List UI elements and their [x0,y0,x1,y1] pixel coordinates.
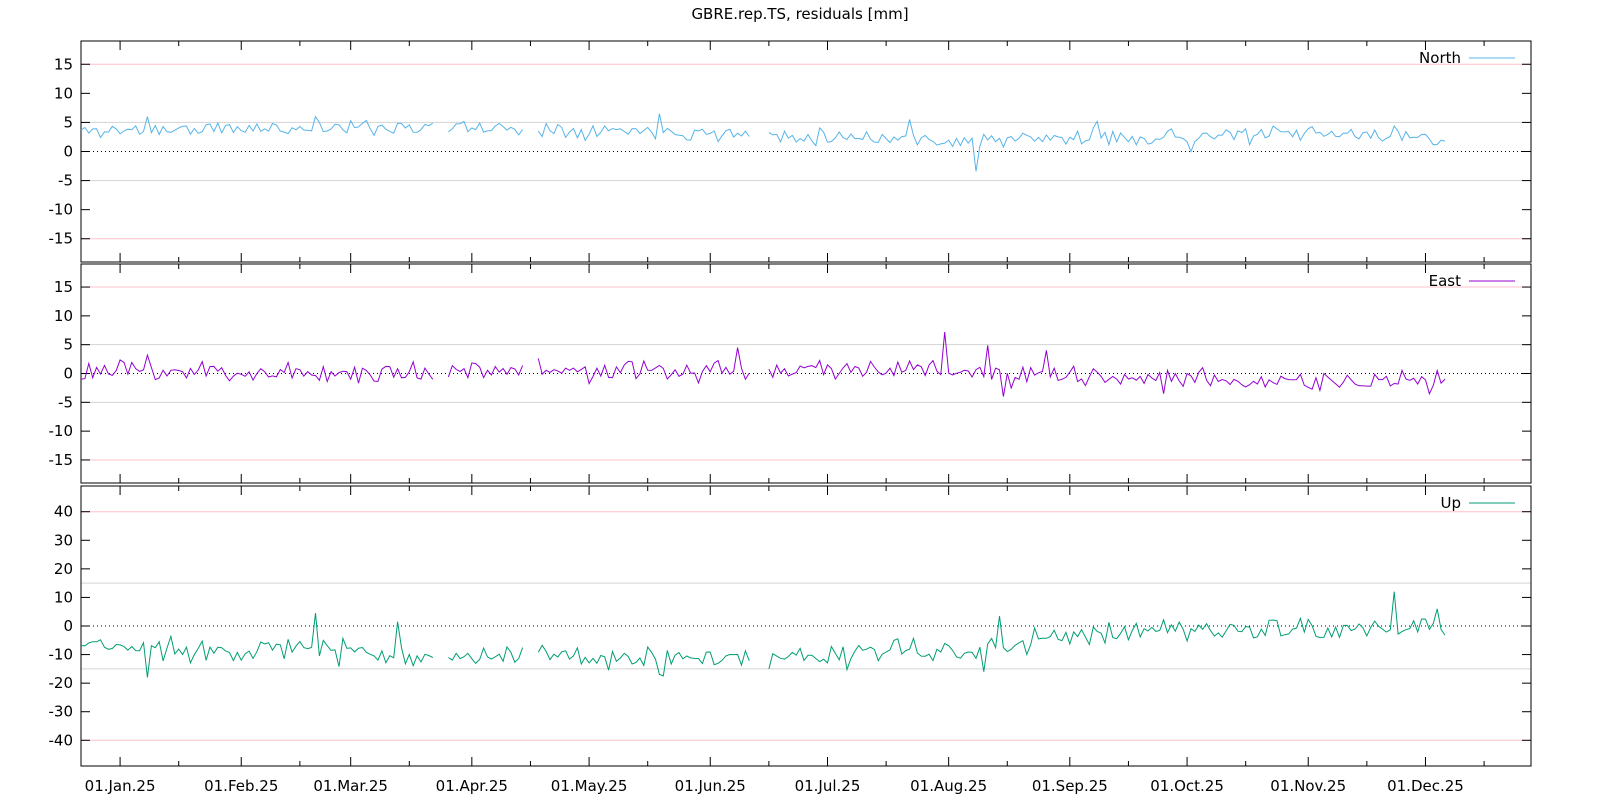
y-tick-label: 5 [63,336,73,354]
y-tick-label: -5 [58,172,73,190]
series-line-north [448,120,524,136]
series-line-up [537,644,750,677]
y-tick-label: -10 [49,201,74,219]
series-line-east [447,362,524,380]
series-line-east [80,353,434,384]
y-tick-label: 40 [54,503,73,521]
y-tick-label: 0 [63,617,73,635]
legend: North [1419,49,1515,67]
series-line-east [537,347,750,385]
x-tick-label: 01.Nov.25 [1270,777,1346,795]
y-tick-label: -15 [49,451,74,469]
series-line-east [768,331,1446,397]
x-tick-label: 01.Apr.25 [436,777,508,795]
panel-north: -15 -10 -5 0 5 10 15 North [49,40,1532,263]
y-tick-label: 5 [63,113,73,131]
y-tick-label: -10 [49,646,74,664]
x-tick-label: 01.Jun.25 [675,777,746,795]
legend: Up [1440,494,1515,512]
y-tick-label: 10 [54,588,73,606]
y-tick-label: 0 [63,143,73,161]
series-line-north [80,115,434,139]
y-tick-label: -5 [58,393,73,411]
x-tick-label: 01.Aug.25 [910,777,987,795]
legend-label: East [1429,272,1461,290]
panel-east: -15 -10 -5 0 5 10 15 East [49,263,1532,484]
y-tick-label: 0 [63,365,73,383]
x-tick-label: 01.May.25 [551,777,628,795]
series-line-north [768,119,1446,172]
y-tick-label: 10 [54,84,73,102]
x-tick-label: 01.Mar.25 [313,777,388,795]
legend-label: Up [1440,494,1461,512]
legend-label: North [1419,49,1461,67]
x-tick-label: 01.Jul.25 [795,777,861,795]
y-tick-label: -20 [49,674,74,692]
y-tick-label: 30 [54,531,73,549]
x-tick-label: 01.Dec.25 [1387,777,1464,795]
x-tick-label: 01.Sep.25 [1032,777,1108,795]
y-tick-label: -40 [49,731,74,749]
y-tick-label: 20 [54,560,73,578]
series-line-up [448,645,524,665]
x-tick-label: 01.Jan.25 [85,777,156,795]
legend: East [1429,272,1515,290]
panel-up: -40 -30 -20 -10 0 10 20 30 40 Up [49,485,1532,767]
y-tick-label: 15 [54,278,73,296]
y-tick-label: -15 [49,230,74,248]
x-tick-label: 01.Oct.25 [1150,777,1224,795]
series-line-north [537,113,750,143]
y-tick-label: 10 [54,307,73,325]
chart-title: GBRE.rep.TS, residuals [mm] [691,5,908,23]
y-tick-label: 15 [54,55,73,73]
series-line-up [768,591,1446,672]
y-tick-label: -10 [49,422,74,440]
x-tick-label: 01.Feb.25 [204,777,278,795]
series-line-up [80,613,434,678]
y-tick-label: -30 [49,703,74,721]
